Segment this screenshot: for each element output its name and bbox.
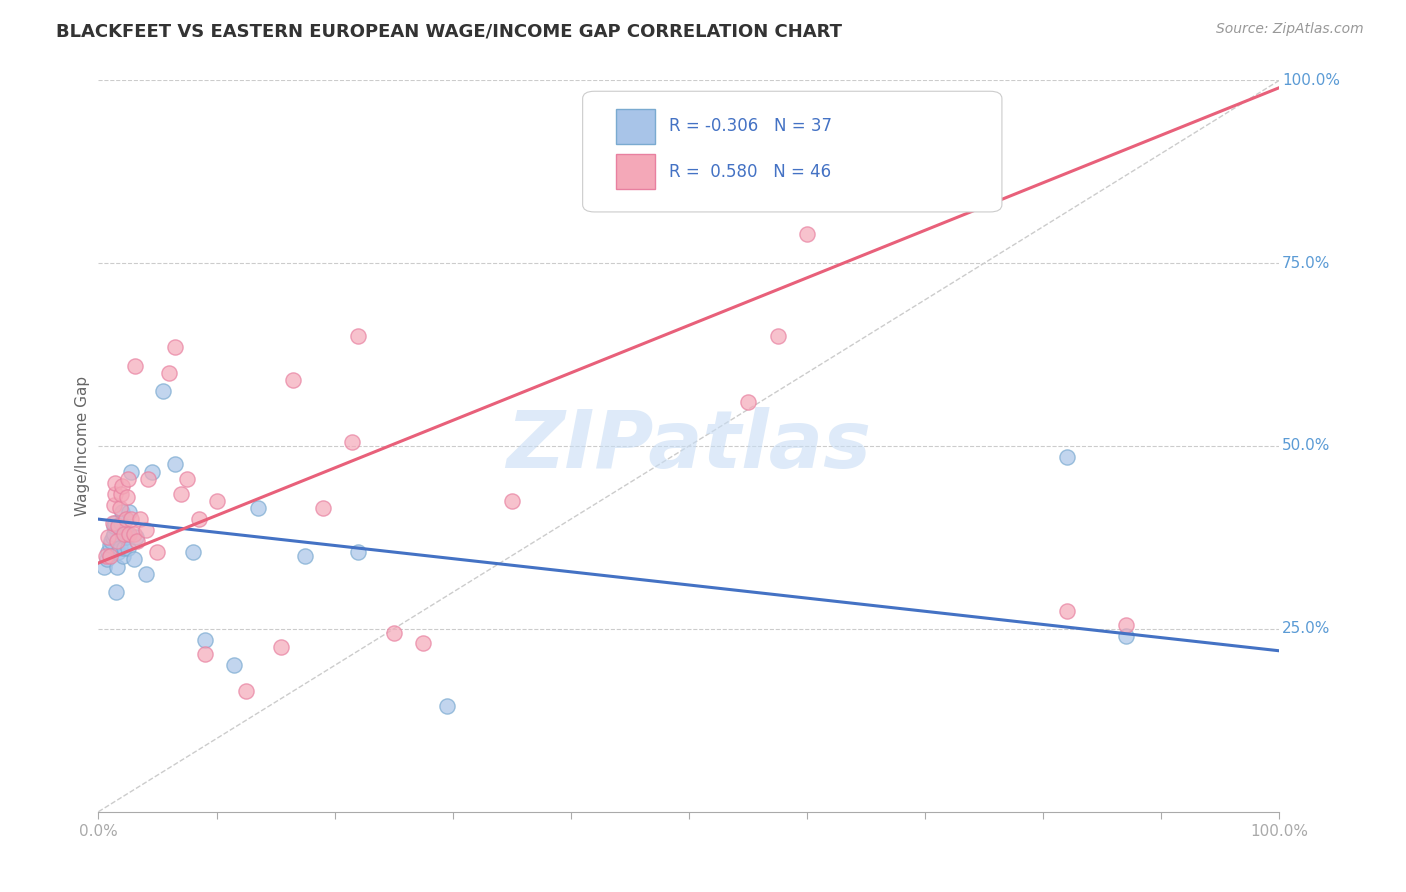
Point — [170, 486, 193, 500]
Point — [121, 512, 143, 526]
Point — [114, 512, 136, 526]
FancyBboxPatch shape — [616, 154, 655, 189]
Point — [436, 698, 458, 713]
Point — [283, 373, 305, 387]
Point — [98, 538, 121, 552]
Point — [101, 516, 124, 530]
Point — [105, 585, 128, 599]
Point — [146, 545, 169, 559]
Point — [101, 530, 124, 544]
Point — [104, 475, 127, 490]
Point — [115, 526, 138, 541]
Point — [93, 559, 115, 574]
Point — [342, 435, 364, 450]
Point — [97, 530, 120, 544]
Point — [103, 519, 125, 533]
Point — [766, 329, 789, 343]
Point — [235, 684, 257, 698]
Point — [115, 490, 138, 504]
Point — [128, 512, 150, 526]
Y-axis label: Wage/Income Gap: Wage/Income Gap — [75, 376, 90, 516]
Point — [382, 625, 405, 640]
Point — [112, 549, 135, 563]
Text: 100.0%: 100.0% — [1282, 73, 1340, 87]
Point — [246, 501, 269, 516]
Text: 75.0%: 75.0% — [1282, 256, 1330, 270]
Point — [347, 545, 370, 559]
Point — [152, 384, 174, 399]
Point — [100, 534, 122, 549]
Point — [118, 526, 141, 541]
Point — [97, 545, 120, 559]
Point — [117, 541, 139, 556]
Point — [110, 516, 132, 530]
Point — [96, 552, 118, 566]
FancyBboxPatch shape — [616, 109, 655, 144]
Point — [107, 519, 129, 533]
Point — [105, 534, 128, 549]
Text: 50.0%: 50.0% — [1282, 439, 1330, 453]
FancyBboxPatch shape — [582, 91, 1002, 212]
Point — [125, 530, 148, 544]
Point — [111, 479, 134, 493]
Point — [111, 505, 134, 519]
Point — [104, 486, 127, 500]
Point — [1056, 603, 1078, 617]
Text: BLACKFEET VS EASTERN EUROPEAN WAGE/INCOME GAP CORRELATION CHART: BLACKFEET VS EASTERN EUROPEAN WAGE/INCOM… — [56, 22, 842, 40]
Text: ZIPatlas: ZIPatlas — [506, 407, 872, 485]
Point — [1115, 618, 1137, 632]
Point — [122, 552, 145, 566]
Point — [110, 486, 132, 500]
Point — [187, 512, 209, 526]
Point — [108, 541, 131, 556]
Point — [136, 472, 159, 486]
Point — [294, 549, 316, 563]
Point — [412, 636, 434, 650]
Point — [114, 530, 136, 544]
Text: R = -0.306   N = 37: R = -0.306 N = 37 — [669, 118, 832, 136]
Point — [105, 559, 128, 574]
Point — [135, 567, 157, 582]
Point — [104, 516, 127, 530]
Text: 25.0%: 25.0% — [1282, 622, 1330, 636]
Point — [107, 545, 129, 559]
Point — [94, 549, 117, 563]
Point — [194, 632, 217, 647]
Point — [98, 549, 121, 563]
Text: Source: ZipAtlas.com: Source: ZipAtlas.com — [1216, 22, 1364, 37]
Point — [124, 359, 146, 373]
Point — [103, 498, 125, 512]
Point — [181, 545, 204, 559]
Point — [122, 526, 145, 541]
Point — [312, 501, 335, 516]
Point — [141, 465, 163, 479]
Point — [501, 494, 523, 508]
Point — [194, 648, 217, 662]
Point — [127, 534, 149, 549]
Point — [205, 494, 228, 508]
Legend: Blackfeet, Eastern Europeans: Blackfeet, Eastern Europeans — [527, 886, 851, 892]
Point — [112, 526, 135, 541]
Text: R =  0.580   N = 46: R = 0.580 N = 46 — [669, 162, 831, 181]
Point — [165, 340, 187, 354]
Point — [117, 472, 139, 486]
Point — [118, 505, 141, 519]
Point — [157, 366, 180, 380]
Point — [112, 541, 135, 556]
Point — [1115, 629, 1137, 643]
Point — [347, 329, 370, 343]
Point — [108, 501, 131, 516]
Point — [224, 658, 246, 673]
Point — [121, 465, 143, 479]
Point — [135, 523, 157, 537]
Point — [737, 395, 759, 409]
Point — [176, 472, 198, 486]
Point — [270, 640, 292, 655]
Point — [1056, 450, 1078, 464]
Point — [103, 526, 125, 541]
Point — [796, 227, 818, 241]
Point — [165, 458, 187, 472]
